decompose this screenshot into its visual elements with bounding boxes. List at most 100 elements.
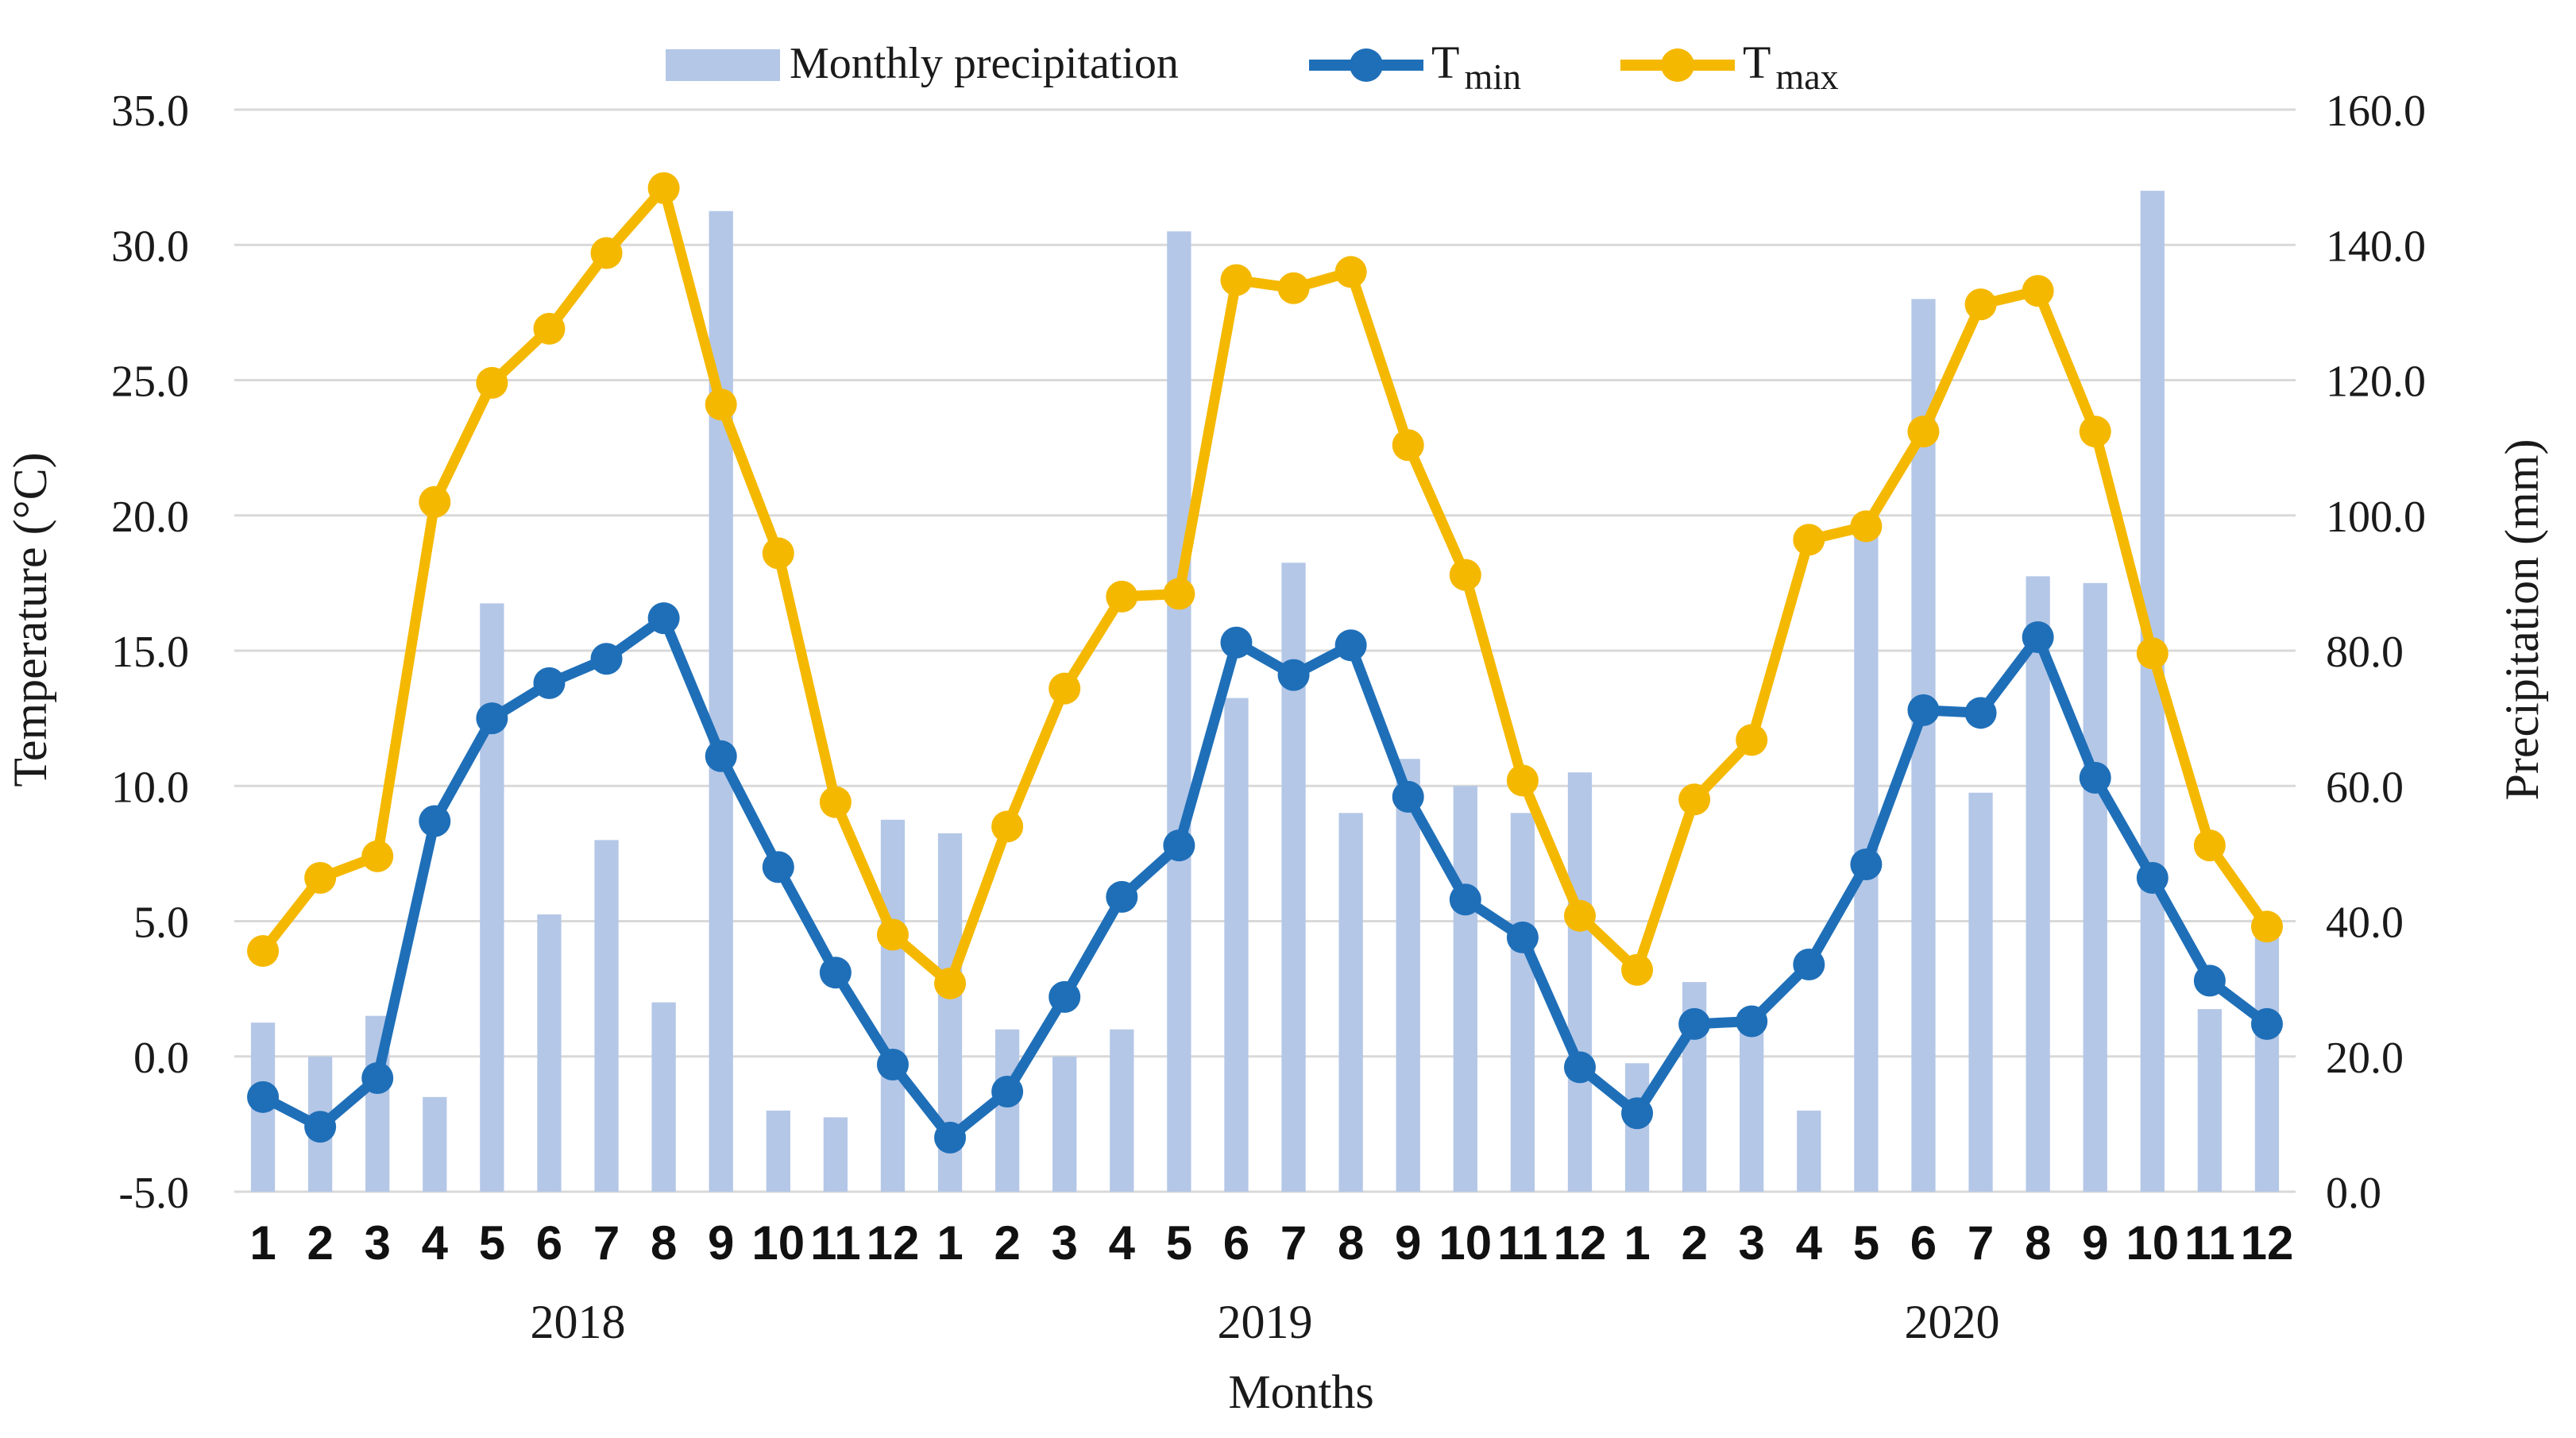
x-tick-label: 8 (2025, 1216, 2051, 1270)
precipitation-bar (1338, 813, 1363, 1192)
precipitation-bar (651, 1002, 676, 1192)
precipitation-bar (823, 1117, 848, 1192)
precipitation-bar (994, 1029, 1020, 1192)
left-tick-label: 0.0 (133, 1034, 189, 1083)
x-tick-label: 11 (2184, 1216, 2234, 1270)
legend-label-tmax-sub: max (1775, 56, 1838, 97)
right-tick-label: 20.0 (2326, 1034, 2404, 1083)
tmax-point (1621, 953, 1654, 986)
legend-label-tmin-base: T (1431, 37, 1459, 88)
tmax-point (819, 786, 852, 818)
tmin-point (2250, 1007, 2283, 1040)
x-tick-label: 5 (1166, 1216, 1192, 1270)
tmin-point (1907, 694, 1940, 726)
tmax-point (1163, 578, 1195, 610)
precipitation-bar (2197, 1009, 2223, 1192)
left-axis: -5.0 0.0 5.0 10.0 15.0 20.0 25.0 30.0 35.0 (111, 87, 189, 1218)
tmin-point (991, 1076, 1024, 1108)
tmin-point (1850, 848, 1883, 880)
tmax-point (991, 810, 1024, 843)
tmin-point (1334, 629, 1367, 662)
x-tick-label: 8 (1338, 1216, 1364, 1270)
tmax-point (1793, 524, 1825, 556)
precipitation-bar (1396, 759, 1420, 1192)
precipitation-bar (1740, 1015, 1764, 1192)
tmin-point (1736, 1005, 1768, 1038)
tmax-point (1678, 783, 1711, 816)
x-tick-label: 9 (1395, 1216, 1421, 1270)
x-tick-label: 6 (1910, 1216, 1937, 1270)
tmax-point (1736, 724, 1768, 756)
legend-marker-tmax (1661, 48, 1694, 82)
legend-marker-tmin (1350, 48, 1383, 82)
precipitation-bar (537, 914, 562, 1192)
tmin-point (476, 702, 508, 735)
precipitation-bar (1281, 562, 1306, 1192)
right-tick-label: 80.0 (2326, 628, 2404, 677)
x-axis-title: Months (1228, 1366, 1373, 1418)
precipitation-bar (1167, 231, 1191, 1193)
left-tick-label: -5.0 (118, 1169, 189, 1218)
tmax-point (1392, 429, 1424, 462)
precipitation-bar (480, 603, 504, 1192)
tmin-point (1220, 626, 1253, 659)
precipitation-bar (1567, 772, 1593, 1192)
tmin-point (2136, 862, 2169, 895)
tmax-point (476, 366, 508, 399)
left-tick-label: 10.0 (111, 763, 189, 812)
tmin-point (2079, 762, 2111, 794)
tmin-point (1506, 921, 1539, 953)
tmax-point (2022, 275, 2054, 307)
tmin-point (1449, 883, 1481, 916)
tmax-point (2250, 910, 2283, 943)
x-tick-label: 11 (1497, 1216, 1547, 1270)
x-tick-label: 6 (536, 1216, 562, 1270)
tmin-point (876, 1048, 909, 1080)
gridlines (234, 108, 2296, 1193)
x-tick-label: 1 (1624, 1216, 1650, 1270)
x-tick-label: 10 (2126, 1216, 2179, 1270)
x-tick-label: 2 (307, 1216, 333, 1270)
tmin-point (705, 740, 737, 772)
x-tick-label: 12 (2241, 1216, 2294, 1270)
temperature-lines (247, 172, 2283, 1154)
tmin-point (934, 1121, 967, 1154)
x-tick-label: 10 (751, 1216, 805, 1270)
tmax-point (1506, 764, 1539, 797)
x-axis: 1 2 3 4 5 6 7 8 9 10 11 12 1 2 3 4 5 6 7 8 9 10 11 12 1 2 3 4 5 6 7 8 9 1… (249, 1216, 2293, 1348)
tmax-point (647, 172, 680, 204)
tmax-point (1334, 256, 1367, 288)
x-tick-label: 5 (479, 1216, 505, 1270)
precipitation-bar (594, 840, 619, 1192)
tmin-point (1678, 1007, 1711, 1040)
right-tick-label: 0.0 (2326, 1169, 2381, 1218)
x-tick-label: 9 (2082, 1216, 2108, 1270)
precipitation-bar (2254, 921, 2280, 1192)
tmin-point (1049, 980, 1081, 1013)
x-tick-label: 11 (810, 1216, 860, 1270)
tmax-point (1907, 416, 1940, 448)
x-tick-label: 12 (867, 1216, 920, 1270)
tmax-point (1049, 672, 1081, 705)
precipitation-bar (880, 819, 906, 1192)
right-tick-label: 100.0 (2326, 493, 2426, 542)
year-label: 2018 (531, 1296, 626, 1348)
tmin-point (1163, 829, 1195, 862)
precipitation-bar (2026, 576, 2050, 1192)
left-tick-label: 35.0 (111, 87, 189, 136)
precipitation-bar (1968, 792, 1993, 1192)
legend-swatch-precipitation (666, 49, 780, 81)
x-tick-label: 9 (708, 1216, 734, 1270)
tmax-point (705, 388, 737, 421)
tmax-point (762, 537, 794, 570)
left-tick-label: 30.0 (111, 222, 189, 271)
tmax-point (1850, 510, 1883, 543)
tmin-point (590, 643, 623, 675)
tmin-point (247, 1080, 280, 1113)
tmax-point (419, 485, 451, 518)
year-label: 2019 (1218, 1296, 1313, 1348)
x-tick-label: 5 (1853, 1216, 1879, 1270)
precipitation-bar (1224, 698, 1249, 1192)
left-tick-label: 25.0 (111, 358, 189, 407)
